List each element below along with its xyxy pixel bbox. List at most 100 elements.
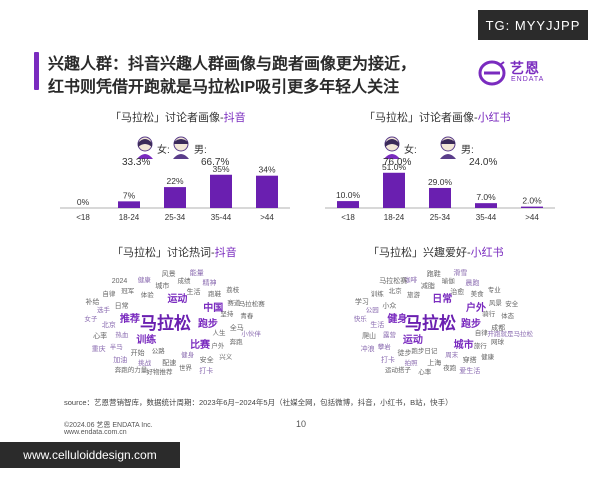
bar-25-34 xyxy=(164,187,186,208)
word-cloud-term: 成绩 xyxy=(177,277,191,285)
x-tick-label: 35-44 xyxy=(211,213,232,222)
word-cloud-term: 挑战 xyxy=(138,360,152,368)
section-title-prefix: 「马拉松」讨论者画像- xyxy=(110,112,224,124)
word-cloud-term: 选手 xyxy=(97,306,111,314)
bar-value-label: 0% xyxy=(77,197,90,207)
word-cloud-term: 女子 xyxy=(84,316,98,324)
word-cloud-term: 小伙伴 xyxy=(241,330,261,338)
section-title-highlight: 抖音 xyxy=(223,112,246,124)
female-avatar-icon xyxy=(384,136,400,159)
word-cloud-term: 健身 xyxy=(181,351,195,359)
x-tick-label: 35-44 xyxy=(476,213,497,222)
bar-value-label: 7.0% xyxy=(476,192,496,202)
top-watermark: TG: MYYJJPP xyxy=(478,10,588,40)
word-cloud-term: 上海 xyxy=(427,359,442,367)
word-cloud-term: 体验 xyxy=(140,291,154,299)
female-label: 女: xyxy=(157,145,170,156)
xhs-age-bar-chart: 10.0% <18 51.0% 18-24 29.0% 25-34 7.0% 35-44 2.0… xyxy=(325,162,555,222)
word-cloud-term: 生活 xyxy=(370,322,385,330)
word-cloud-term: 爱生活 xyxy=(459,367,481,375)
word-cloud-term: 旅游 xyxy=(406,291,420,299)
male-avatar-icon xyxy=(173,136,189,159)
male-share: 24.0% xyxy=(469,157,498,168)
word-cloud-term: 跑鞋 xyxy=(208,290,222,298)
word-cloud-term: 自律 xyxy=(474,329,488,337)
douyin-age-bar-chart: 0% <18 7% 18-24 22% 25-34 35% 35-44 34% >44 xyxy=(60,164,290,222)
male-label: 男: xyxy=(461,145,474,156)
word-cloud-term: 夜跑 xyxy=(443,364,457,372)
section-title-prefix: 「马拉松」兴趣爱好- xyxy=(368,247,471,259)
word-cloud-term: 运动 xyxy=(167,293,188,305)
word-cloud-term: 城市 xyxy=(155,282,170,290)
bar-value-label: 10.0% xyxy=(336,190,361,200)
bar-35-44 xyxy=(475,203,497,208)
word-cloud-term: 奔跑 xyxy=(229,339,243,347)
word-cloud-term: 开跑就是马拉松 xyxy=(487,330,534,338)
word-cloud-term: 小众 xyxy=(382,302,397,310)
bar->44 xyxy=(521,206,543,208)
word-cloud-term: 坚持 xyxy=(220,310,234,318)
word-cloud-term: 网球 xyxy=(490,339,504,347)
bar-18-24 xyxy=(118,201,140,208)
word-cloud-term: 打卡 xyxy=(381,356,396,364)
word-cloud-term: 好物推荐 xyxy=(146,369,173,376)
x-tick-label: >44 xyxy=(260,213,274,222)
word-cloud-term: 自律 xyxy=(102,291,116,299)
word-cloud-term: 咖啡 xyxy=(404,277,418,285)
male-label: 男: xyxy=(194,145,207,156)
male-avatar-icon xyxy=(440,136,456,159)
word-cloud-term: 治愈 xyxy=(450,289,465,297)
section-title-prefix: 「马拉松」讨论者画像- xyxy=(364,112,478,124)
word-cloud-term: 青春 xyxy=(240,313,254,321)
word-cloud-term: 兴义 xyxy=(219,354,233,362)
section-title-xhs-words: 「马拉松」兴趣爱好-小红书 xyxy=(368,244,504,260)
x-tick-label: 25-34 xyxy=(430,213,451,222)
word-cloud-term: 健康 xyxy=(137,277,151,285)
section-title-prefix: 「马拉松」讨论热词- xyxy=(112,247,215,259)
word-cloud-term: 运动 xyxy=(402,334,423,346)
word-cloud-term: 重庆 xyxy=(91,345,106,353)
bar->44 xyxy=(256,175,278,208)
page-title-line-1: 兴趣人群：抖音兴趣人群画像与跑者画像更为接近， xyxy=(48,56,417,73)
word-cloud-term: 学习 xyxy=(354,299,369,307)
word-cloud-term: 心率 xyxy=(93,332,108,340)
bar-35-44 xyxy=(210,174,232,208)
brand-logo-icon xyxy=(478,60,506,86)
word-cloud-term: 荔枝 xyxy=(226,287,240,295)
word-cloud-term: 旅行 xyxy=(473,343,487,351)
section-title-highlight: 小红书 xyxy=(477,112,511,124)
word-cloud-term: 能量 xyxy=(189,270,204,278)
x-tick-label: 25-34 xyxy=(165,213,186,222)
bar-value-label: 35% xyxy=(212,164,229,174)
source-note: source：艺恩营销智库，数据统计周期：2023年6月~2024年5月（社媒全… xyxy=(64,398,453,407)
bar-value-label: 29.0% xyxy=(428,177,453,187)
word-cloud-term: 配速 xyxy=(162,359,177,367)
word-cloud-term: 减脂 xyxy=(420,282,435,290)
word-cloud-term: 体态 xyxy=(501,313,515,321)
section-title-highlight: 小红书 xyxy=(470,247,504,259)
word-cloud-term: 户外 xyxy=(466,303,487,315)
word-cloud-term: 健康 xyxy=(481,354,495,362)
word-cloud-term: 北京 xyxy=(101,322,116,330)
word-cloud-term: 跑步 xyxy=(461,319,482,330)
section-title-douyin-words: 「马拉松」讨论热词-抖音 xyxy=(112,244,237,260)
female-label: 女: xyxy=(404,145,417,156)
female-share: 33.3% xyxy=(122,157,151,168)
section-title-douyin-profile: 「马拉松」讨论者画像-抖音 xyxy=(110,109,246,125)
bar-value-label: 34% xyxy=(258,165,275,175)
brand-name: 艺恩 xyxy=(510,60,540,76)
word-cloud-term: 心率 xyxy=(418,369,432,376)
section-title-highlight: 抖音 xyxy=(214,247,237,259)
word-cloud-term: 露营 xyxy=(383,331,397,339)
word-cloud-term: 徒步 xyxy=(397,350,412,358)
bar-value-label: 51.0% xyxy=(382,162,407,172)
word-cloud-term: 冠军 xyxy=(121,288,135,296)
footer-website[interactable]: www.endata.com.cn xyxy=(64,429,127,436)
x-tick-label: <18 xyxy=(341,213,355,222)
word-cloud-term: 生活 xyxy=(186,289,201,297)
word-cloud-term: 日常 xyxy=(432,293,453,305)
word-cloud-term: 爬山 xyxy=(362,332,377,340)
section-title-xhs-profile: 「马拉松」讨论者画像-小红书 xyxy=(364,109,511,125)
word-cloud-term: 跑鞋 xyxy=(426,271,441,279)
word-cloud-term: 奔跑的力量 xyxy=(114,366,148,374)
